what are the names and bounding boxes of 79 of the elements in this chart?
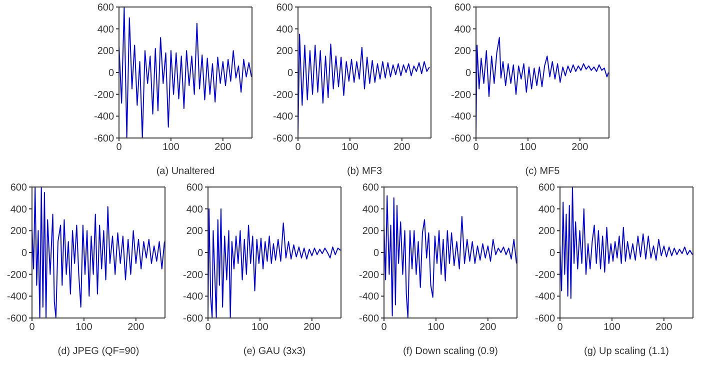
y-tick-label: 200 xyxy=(97,46,114,58)
x-tick-label: 200 xyxy=(214,142,232,154)
x-tick-label: 0 xyxy=(557,322,564,334)
y-tick-label: 0 xyxy=(373,248,380,260)
y-tick-label: 400 xyxy=(276,24,294,36)
y-tick-label: 600 xyxy=(454,2,472,14)
y-tick-label: -600 xyxy=(450,134,472,145)
y-tick-label: 0 xyxy=(465,68,472,80)
x-axis-title: (f) Down scaling (0.9) xyxy=(402,346,498,357)
y-tick-label: -400 xyxy=(94,112,114,123)
line-series xyxy=(32,187,165,318)
y-tick-label: 600 xyxy=(276,2,294,14)
y-tick-label: -600 xyxy=(534,314,556,325)
y-tick-label: -400 xyxy=(450,112,472,123)
x-tick-label: 0 xyxy=(29,322,36,334)
y-tick-label: 200 xyxy=(276,46,294,58)
y-tick-label: 400 xyxy=(454,24,472,36)
y-tick-label: 200 xyxy=(454,46,472,58)
y-tick-label: 0 xyxy=(197,248,204,260)
y-tick-label: 200 xyxy=(362,226,380,238)
x-axis-title: (e) GAU (3x3) xyxy=(243,346,306,357)
x-axis-title: (g) Up scaling (1.1) xyxy=(584,346,670,357)
x-tick-label: 100 xyxy=(520,142,537,154)
x-axis-title: (c) MF5 xyxy=(525,166,560,177)
x-tick-label: 100 xyxy=(76,322,93,334)
y-tick-label: 0 xyxy=(21,248,28,260)
x-tick-label: 100 xyxy=(252,322,269,334)
y-tick-label: -400 xyxy=(358,292,380,303)
x-tick-label: 200 xyxy=(304,322,321,334)
y-tick-label: -600 xyxy=(358,314,380,325)
y-tick-label: -200 xyxy=(6,270,28,281)
y-tick-label: -600 xyxy=(94,134,114,145)
y-tick-label: 200 xyxy=(538,226,556,238)
x-tick-label: 200 xyxy=(572,142,589,154)
y-tick-label: -200 xyxy=(358,270,380,281)
x-tick-label: 200 xyxy=(480,322,497,334)
y-tick-label: -600 xyxy=(182,314,204,325)
x-tick-label: 0 xyxy=(205,322,212,334)
y-tick-label: -200 xyxy=(182,270,204,281)
line-series xyxy=(119,7,252,138)
y-tick-label: 400 xyxy=(538,204,556,216)
y-tick-label: -400 xyxy=(182,292,204,303)
y-tick-label: 600 xyxy=(362,182,380,194)
y-tick-label: 600 xyxy=(10,182,28,194)
y-tick-label: 400 xyxy=(97,24,114,36)
y-tick-label: 200 xyxy=(186,226,204,238)
y-tick-label: -400 xyxy=(6,292,28,303)
y-tick-label: -400 xyxy=(534,292,556,303)
x-tick-label: 100 xyxy=(428,322,445,334)
y-tick-label: -200 xyxy=(534,270,556,281)
y-tick-label: 600 xyxy=(538,182,556,194)
y-tick-label: 0 xyxy=(108,68,114,80)
y-tick-label: 0 xyxy=(287,68,294,80)
y-tick-label: 200 xyxy=(10,226,28,238)
x-tick-label: 0 xyxy=(473,142,480,154)
x-tick-label: 200 xyxy=(128,322,145,334)
y-tick-label: 600 xyxy=(186,182,204,194)
x-axis-title: (d) JPEG (QF=90) xyxy=(58,346,140,357)
y-tick-label: 0 xyxy=(549,248,556,260)
y-tick-label: -600 xyxy=(6,314,28,325)
y-tick-label: 600 xyxy=(97,2,114,14)
y-tick-label: -200 xyxy=(94,90,114,101)
y-tick-label: -400 xyxy=(272,112,294,123)
x-tick-label: 200 xyxy=(656,322,673,334)
x-tick-label: 0 xyxy=(116,142,122,154)
y-tick-label: 400 xyxy=(186,204,204,216)
x-tick-label: 100 xyxy=(604,322,621,334)
x-tick-label: 200 xyxy=(394,142,411,154)
y-tick-label: -600 xyxy=(272,134,294,145)
x-tick-label: 0 xyxy=(295,142,302,154)
y-tick-label: 400 xyxy=(362,204,380,216)
x-tick-label: 100 xyxy=(162,142,180,154)
y-tick-label: 400 xyxy=(10,204,28,216)
x-axis-title: (a) Unaltered xyxy=(156,166,215,177)
x-tick-label: 0 xyxy=(381,322,388,334)
x-tick-label: 100 xyxy=(342,142,359,154)
y-tick-label: -200 xyxy=(272,90,294,101)
y-tick-label: -200 xyxy=(450,90,472,101)
x-axis-title: (b) MF3 xyxy=(347,166,382,177)
